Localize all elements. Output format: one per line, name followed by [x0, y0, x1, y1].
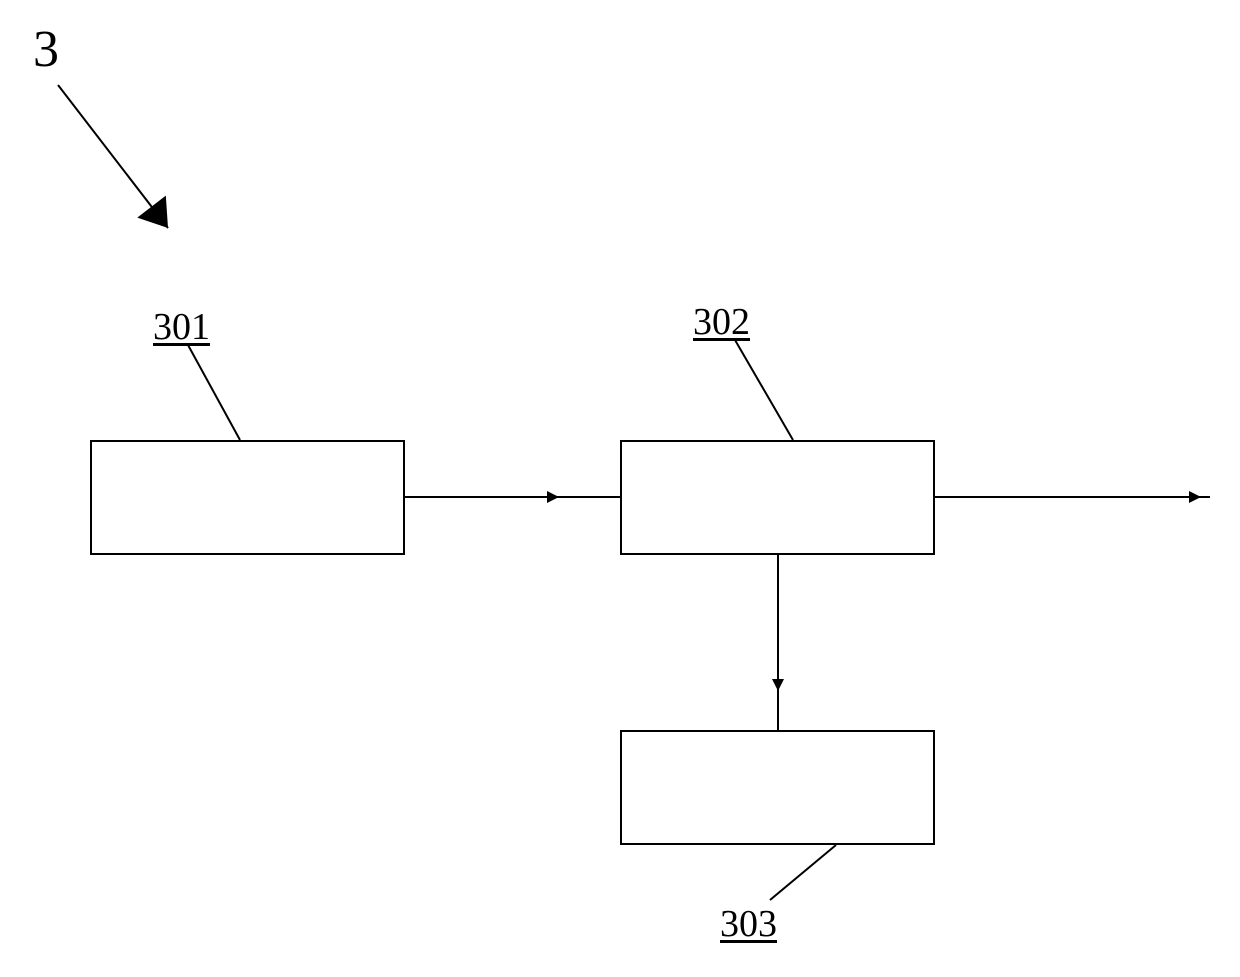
box-302	[620, 440, 935, 555]
main-label-3: 3	[33, 20, 59, 79]
block-diagram: 3 301 302 303	[0, 0, 1240, 977]
box-303	[620, 730, 935, 845]
box-301	[90, 440, 405, 555]
label-301: 301	[153, 305, 210, 349]
label-302: 302	[693, 300, 750, 344]
label-303: 303	[720, 902, 777, 946]
